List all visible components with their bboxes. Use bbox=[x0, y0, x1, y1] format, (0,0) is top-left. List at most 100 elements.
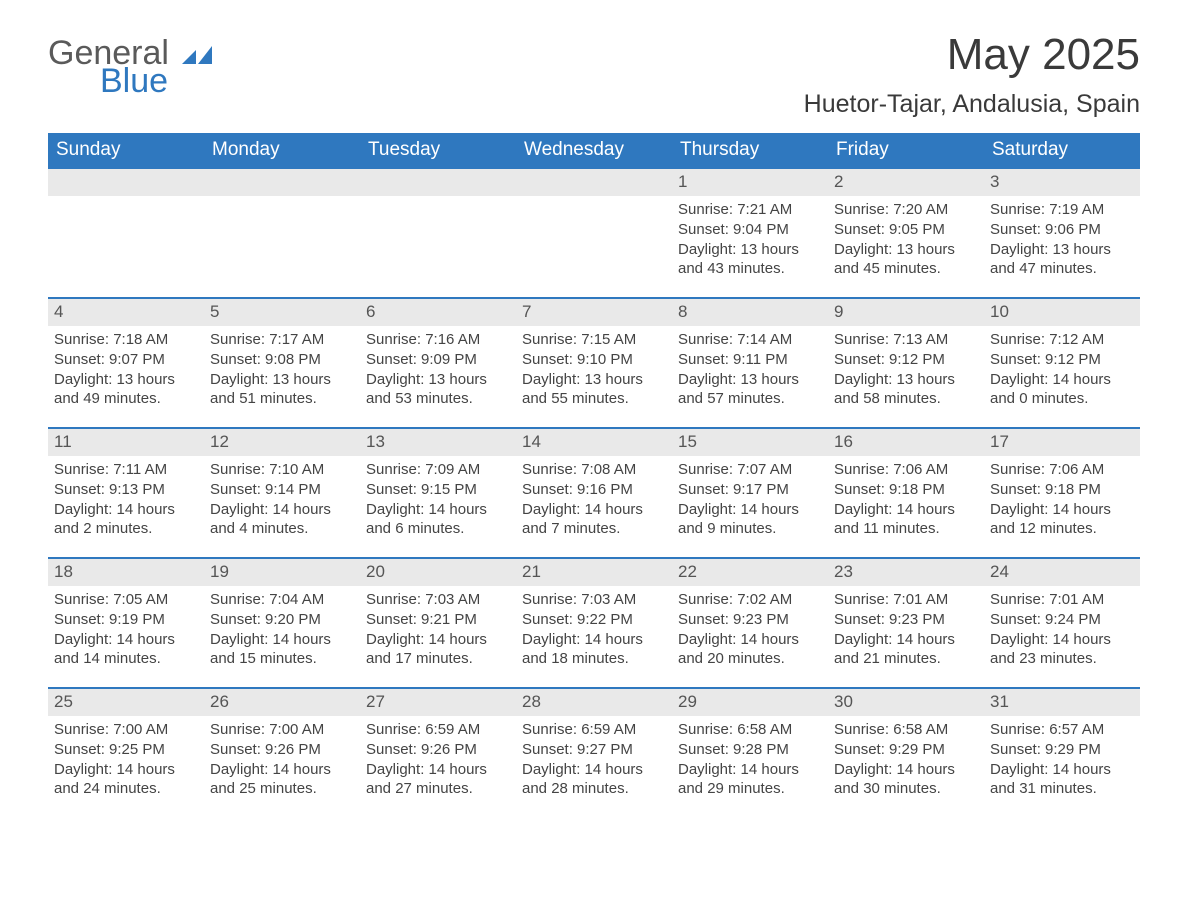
day-body: Sunrise: 7:04 AMSunset: 9:20 PMDaylight:… bbox=[204, 586, 360, 675]
title-block: May 2025 Huetor-Tajar, Andalusia, Spain bbox=[804, 30, 1140, 119]
sunset-text: Sunset: 9:14 PM bbox=[210, 480, 354, 500]
day-body: Sunrise: 7:13 AMSunset: 9:12 PMDaylight:… bbox=[828, 326, 984, 415]
day-cell bbox=[48, 169, 204, 297]
daylight-text: Daylight: 14 hours and 18 minutes. bbox=[522, 630, 666, 670]
day-number: 30 bbox=[828, 689, 984, 716]
daylight-text: Daylight: 14 hours and 4 minutes. bbox=[210, 500, 354, 540]
day-cell: 12Sunrise: 7:10 AMSunset: 9:14 PMDayligh… bbox=[204, 429, 360, 557]
sunrise-text: Sunrise: 7:13 AM bbox=[834, 330, 978, 350]
day-cell bbox=[360, 169, 516, 297]
sunset-text: Sunset: 9:16 PM bbox=[522, 480, 666, 500]
sunset-text: Sunset: 9:09 PM bbox=[366, 350, 510, 370]
day-cell: 25Sunrise: 7:00 AMSunset: 9:25 PMDayligh… bbox=[48, 689, 204, 817]
day-number: 7 bbox=[516, 299, 672, 326]
brand-icon bbox=[182, 34, 212, 72]
daylight-text: Daylight: 14 hours and 23 minutes. bbox=[990, 630, 1134, 670]
day-cell: 30Sunrise: 6:58 AMSunset: 9:29 PMDayligh… bbox=[828, 689, 984, 817]
sunrise-text: Sunrise: 7:01 AM bbox=[990, 590, 1134, 610]
weekday-header-row: Sunday Monday Tuesday Wednesday Thursday… bbox=[48, 133, 1140, 169]
daylight-text: Daylight: 14 hours and 31 minutes. bbox=[990, 760, 1134, 800]
day-body: Sunrise: 7:03 AMSunset: 9:22 PMDaylight:… bbox=[516, 586, 672, 675]
sunrise-text: Sunrise: 7:21 AM bbox=[678, 200, 822, 220]
sunrise-text: Sunrise: 6:59 AM bbox=[522, 720, 666, 740]
day-cell: 2Sunrise: 7:20 AMSunset: 9:05 PMDaylight… bbox=[828, 169, 984, 297]
day-cell: 22Sunrise: 7:02 AMSunset: 9:23 PMDayligh… bbox=[672, 559, 828, 687]
day-number: 4 bbox=[48, 299, 204, 326]
day-number: 15 bbox=[672, 429, 828, 456]
day-cell: 14Sunrise: 7:08 AMSunset: 9:16 PMDayligh… bbox=[516, 429, 672, 557]
day-cell: 9Sunrise: 7:13 AMSunset: 9:12 PMDaylight… bbox=[828, 299, 984, 427]
day-cell: 13Sunrise: 7:09 AMSunset: 9:15 PMDayligh… bbox=[360, 429, 516, 557]
daylight-text: Daylight: 14 hours and 24 minutes. bbox=[54, 760, 198, 800]
sunset-text: Sunset: 9:29 PM bbox=[990, 740, 1134, 760]
sunrise-text: Sunrise: 7:10 AM bbox=[210, 460, 354, 480]
location-text: Huetor-Tajar, Andalusia, Spain bbox=[804, 90, 1140, 119]
daylight-text: Daylight: 14 hours and 7 minutes. bbox=[522, 500, 666, 540]
sunrise-text: Sunrise: 7:01 AM bbox=[834, 590, 978, 610]
sunset-text: Sunset: 9:04 PM bbox=[678, 220, 822, 240]
day-number: 14 bbox=[516, 429, 672, 456]
day-cell: 5Sunrise: 7:17 AMSunset: 9:08 PMDaylight… bbox=[204, 299, 360, 427]
sunrise-text: Sunrise: 7:09 AM bbox=[366, 460, 510, 480]
daylight-text: Daylight: 13 hours and 49 minutes. bbox=[54, 370, 198, 410]
sunset-text: Sunset: 9:06 PM bbox=[990, 220, 1134, 240]
daylight-text: Daylight: 14 hours and 6 minutes. bbox=[366, 500, 510, 540]
day-body: Sunrise: 7:12 AMSunset: 9:12 PMDaylight:… bbox=[984, 326, 1140, 415]
day-body: Sunrise: 7:14 AMSunset: 9:11 PMDaylight:… bbox=[672, 326, 828, 415]
day-number: 17 bbox=[984, 429, 1140, 456]
daylight-text: Daylight: 13 hours and 51 minutes. bbox=[210, 370, 354, 410]
sunset-text: Sunset: 9:23 PM bbox=[834, 610, 978, 630]
sunrise-text: Sunrise: 7:20 AM bbox=[834, 200, 978, 220]
sunset-text: Sunset: 9:25 PM bbox=[54, 740, 198, 760]
day-number bbox=[204, 169, 360, 196]
sunrise-text: Sunrise: 7:11 AM bbox=[54, 460, 198, 480]
sunset-text: Sunset: 9:17 PM bbox=[678, 480, 822, 500]
sunrise-text: Sunrise: 6:59 AM bbox=[366, 720, 510, 740]
day-number: 28 bbox=[516, 689, 672, 716]
sunset-text: Sunset: 9:12 PM bbox=[990, 350, 1134, 370]
sunrise-text: Sunrise: 7:14 AM bbox=[678, 330, 822, 350]
day-cell: 19Sunrise: 7:04 AMSunset: 9:20 PMDayligh… bbox=[204, 559, 360, 687]
day-number: 19 bbox=[204, 559, 360, 586]
sunrise-text: Sunrise: 7:16 AM bbox=[366, 330, 510, 350]
weekday-header: Friday bbox=[828, 133, 984, 169]
daylight-text: Daylight: 14 hours and 11 minutes. bbox=[834, 500, 978, 540]
day-cell: 31Sunrise: 6:57 AMSunset: 9:29 PMDayligh… bbox=[984, 689, 1140, 817]
day-number: 9 bbox=[828, 299, 984, 326]
day-cell: 21Sunrise: 7:03 AMSunset: 9:22 PMDayligh… bbox=[516, 559, 672, 687]
day-body: Sunrise: 7:05 AMSunset: 9:19 PMDaylight:… bbox=[48, 586, 204, 675]
day-cell: 24Sunrise: 7:01 AMSunset: 9:24 PMDayligh… bbox=[984, 559, 1140, 687]
day-number: 10 bbox=[984, 299, 1140, 326]
daylight-text: Daylight: 14 hours and 12 minutes. bbox=[990, 500, 1134, 540]
daylight-text: Daylight: 13 hours and 55 minutes. bbox=[522, 370, 666, 410]
sunrise-text: Sunrise: 7:17 AM bbox=[210, 330, 354, 350]
sunrise-text: Sunrise: 7:02 AM bbox=[678, 590, 822, 610]
day-cell: 4Sunrise: 7:18 AMSunset: 9:07 PMDaylight… bbox=[48, 299, 204, 427]
day-number: 5 bbox=[204, 299, 360, 326]
sunrise-text: Sunrise: 6:58 AM bbox=[678, 720, 822, 740]
sunset-text: Sunset: 9:05 PM bbox=[834, 220, 978, 240]
day-body: Sunrise: 7:01 AMSunset: 9:24 PMDaylight:… bbox=[984, 586, 1140, 675]
day-number: 29 bbox=[672, 689, 828, 716]
sunset-text: Sunset: 9:27 PM bbox=[522, 740, 666, 760]
day-number bbox=[360, 169, 516, 196]
day-cell bbox=[204, 169, 360, 297]
sunset-text: Sunset: 9:29 PM bbox=[834, 740, 978, 760]
day-body: Sunrise: 6:58 AMSunset: 9:28 PMDaylight:… bbox=[672, 716, 828, 805]
day-body: Sunrise: 7:08 AMSunset: 9:16 PMDaylight:… bbox=[516, 456, 672, 545]
brand-logo: General Blue bbox=[48, 36, 212, 98]
daylight-text: Daylight: 14 hours and 25 minutes. bbox=[210, 760, 354, 800]
sunset-text: Sunset: 9:23 PM bbox=[678, 610, 822, 630]
day-body: Sunrise: 7:15 AMSunset: 9:10 PMDaylight:… bbox=[516, 326, 672, 415]
daylight-text: Daylight: 14 hours and 20 minutes. bbox=[678, 630, 822, 670]
daylight-text: Daylight: 14 hours and 21 minutes. bbox=[834, 630, 978, 670]
sunset-text: Sunset: 9:24 PM bbox=[990, 610, 1134, 630]
weekday-header: Tuesday bbox=[360, 133, 516, 169]
week-row: 1Sunrise: 7:21 AMSunset: 9:04 PMDaylight… bbox=[48, 169, 1140, 297]
day-body: Sunrise: 7:17 AMSunset: 9:08 PMDaylight:… bbox=[204, 326, 360, 415]
day-number bbox=[48, 169, 204, 196]
day-cell bbox=[516, 169, 672, 297]
daylight-text: Daylight: 14 hours and 28 minutes. bbox=[522, 760, 666, 800]
sunrise-text: Sunrise: 7:18 AM bbox=[54, 330, 198, 350]
day-body: Sunrise: 7:16 AMSunset: 9:09 PMDaylight:… bbox=[360, 326, 516, 415]
